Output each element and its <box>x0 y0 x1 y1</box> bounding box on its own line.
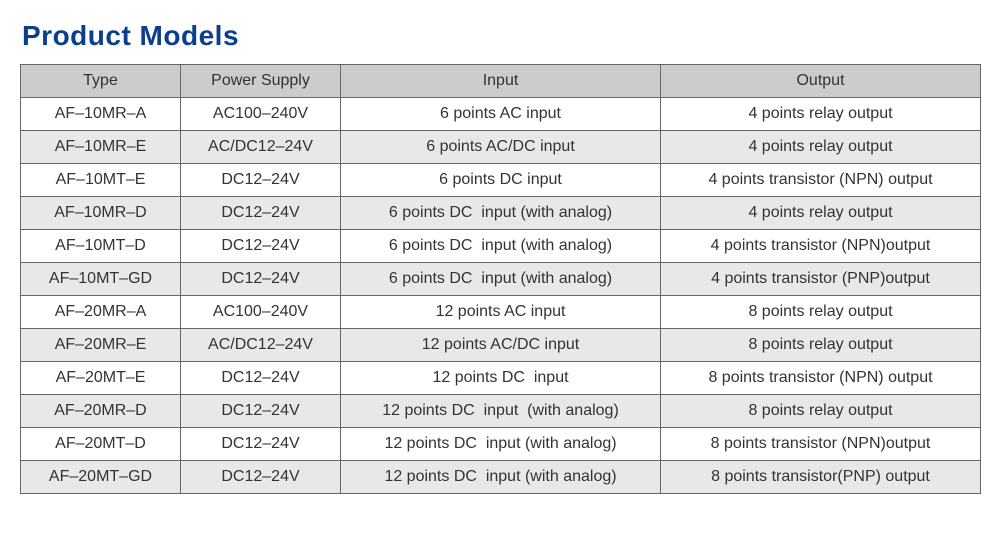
cell-output: 4 points transistor (PNP)output <box>661 263 981 296</box>
table-row: AF–10MT–E DC12–24V 6 points DC input 4 p… <box>21 164 981 197</box>
cell-input: 12 points AC input <box>341 296 661 329</box>
cell-input: 6 points DC input (with analog) <box>341 197 661 230</box>
col-header-output: Output <box>661 65 981 98</box>
cell-input: 6 points DC input <box>341 164 661 197</box>
table-row: AF–10MR–A AC100–240V 6 points AC input 4… <box>21 98 981 131</box>
cell-output: 8 points transistor (NPN) output <box>661 362 981 395</box>
cell-type: AF–20MR–A <box>21 296 181 329</box>
product-models-table: Type Power Supply Input Output AF–10MR–A… <box>20 64 981 494</box>
cell-output: 8 points relay output <box>661 395 981 428</box>
table-row: AF–20MR–E AC/DC12–24V 12 points AC/DC in… <box>21 329 981 362</box>
cell-type: AF–10MR–D <box>21 197 181 230</box>
cell-type: AF–20MT–D <box>21 428 181 461</box>
cell-input: 6 points AC input <box>341 98 661 131</box>
page-title: Product Models <box>22 20 980 52</box>
col-header-power: Power Supply <box>181 65 341 98</box>
cell-type: AF–10MT–E <box>21 164 181 197</box>
table-row: AF–10MR–D DC12–24V 6 points DC input (wi… <box>21 197 981 230</box>
table-header-row: Type Power Supply Input Output <box>21 65 981 98</box>
cell-power: AC/DC12–24V <box>181 131 341 164</box>
cell-output: 4 points relay output <box>661 131 981 164</box>
cell-output: 8 points transistor(PNP) output <box>661 461 981 494</box>
cell-type: AF–20MR–D <box>21 395 181 428</box>
table-row: AF–20MR–D DC12–24V 12 points DC input (w… <box>21 395 981 428</box>
cell-output: 8 points relay output <box>661 329 981 362</box>
cell-power: AC/DC12–24V <box>181 329 341 362</box>
cell-power: DC12–24V <box>181 428 341 461</box>
table-row: AF–20MT–GD DC12–24V 12 points DC input (… <box>21 461 981 494</box>
cell-output: 8 points transistor (NPN)output <box>661 428 981 461</box>
cell-output: 4 points transistor (NPN)output <box>661 230 981 263</box>
cell-power: DC12–24V <box>181 461 341 494</box>
cell-input: 12 points DC input (with analog) <box>341 461 661 494</box>
cell-output: 8 points relay output <box>661 296 981 329</box>
table-row: AF–10MT–GD DC12–24V 6 points DC input (w… <box>21 263 981 296</box>
cell-output: 4 points transistor (NPN) output <box>661 164 981 197</box>
table-row: AF–10MT–D DC12–24V 6 points DC input (wi… <box>21 230 981 263</box>
cell-input: 12 points DC input (with analog) <box>341 395 661 428</box>
cell-input: 6 points AC/DC input <box>341 131 661 164</box>
cell-input: 6 points DC input (with analog) <box>341 263 661 296</box>
cell-input: 12 points DC input (with analog) <box>341 428 661 461</box>
table-row: AF–20MT–D DC12–24V 12 points DC input (w… <box>21 428 981 461</box>
table-row: AF–10MR–E AC/DC12–24V 6 points AC/DC inp… <box>21 131 981 164</box>
cell-type: AF–10MR–A <box>21 98 181 131</box>
cell-type: AF–10MR–E <box>21 131 181 164</box>
cell-power: AC100–240V <box>181 98 341 131</box>
cell-input: 12 points AC/DC input <box>341 329 661 362</box>
cell-input: 6 points DC input (with analog) <box>341 230 661 263</box>
col-header-input: Input <box>341 65 661 98</box>
cell-type: AF–20MT–GD <box>21 461 181 494</box>
cell-type: AF–20MR–E <box>21 329 181 362</box>
cell-power: DC12–24V <box>181 395 341 428</box>
cell-output: 4 points relay output <box>661 197 981 230</box>
cell-power: DC12–24V <box>181 230 341 263</box>
cell-power: DC12–24V <box>181 164 341 197</box>
cell-input: 12 points DC input <box>341 362 661 395</box>
cell-type: AF–10MT–GD <box>21 263 181 296</box>
cell-type: AF–20MT–E <box>21 362 181 395</box>
cell-output: 4 points relay output <box>661 98 981 131</box>
cell-power: AC100–240V <box>181 296 341 329</box>
cell-power: DC12–24V <box>181 197 341 230</box>
cell-power: DC12–24V <box>181 362 341 395</box>
cell-type: AF–10MT–D <box>21 230 181 263</box>
col-header-type: Type <box>21 65 181 98</box>
cell-power: DC12–24V <box>181 263 341 296</box>
table-row: AF–20MT–E DC12–24V 12 points DC input 8 … <box>21 362 981 395</box>
table-row: AF–20MR–A AC100–240V 12 points AC input … <box>21 296 981 329</box>
